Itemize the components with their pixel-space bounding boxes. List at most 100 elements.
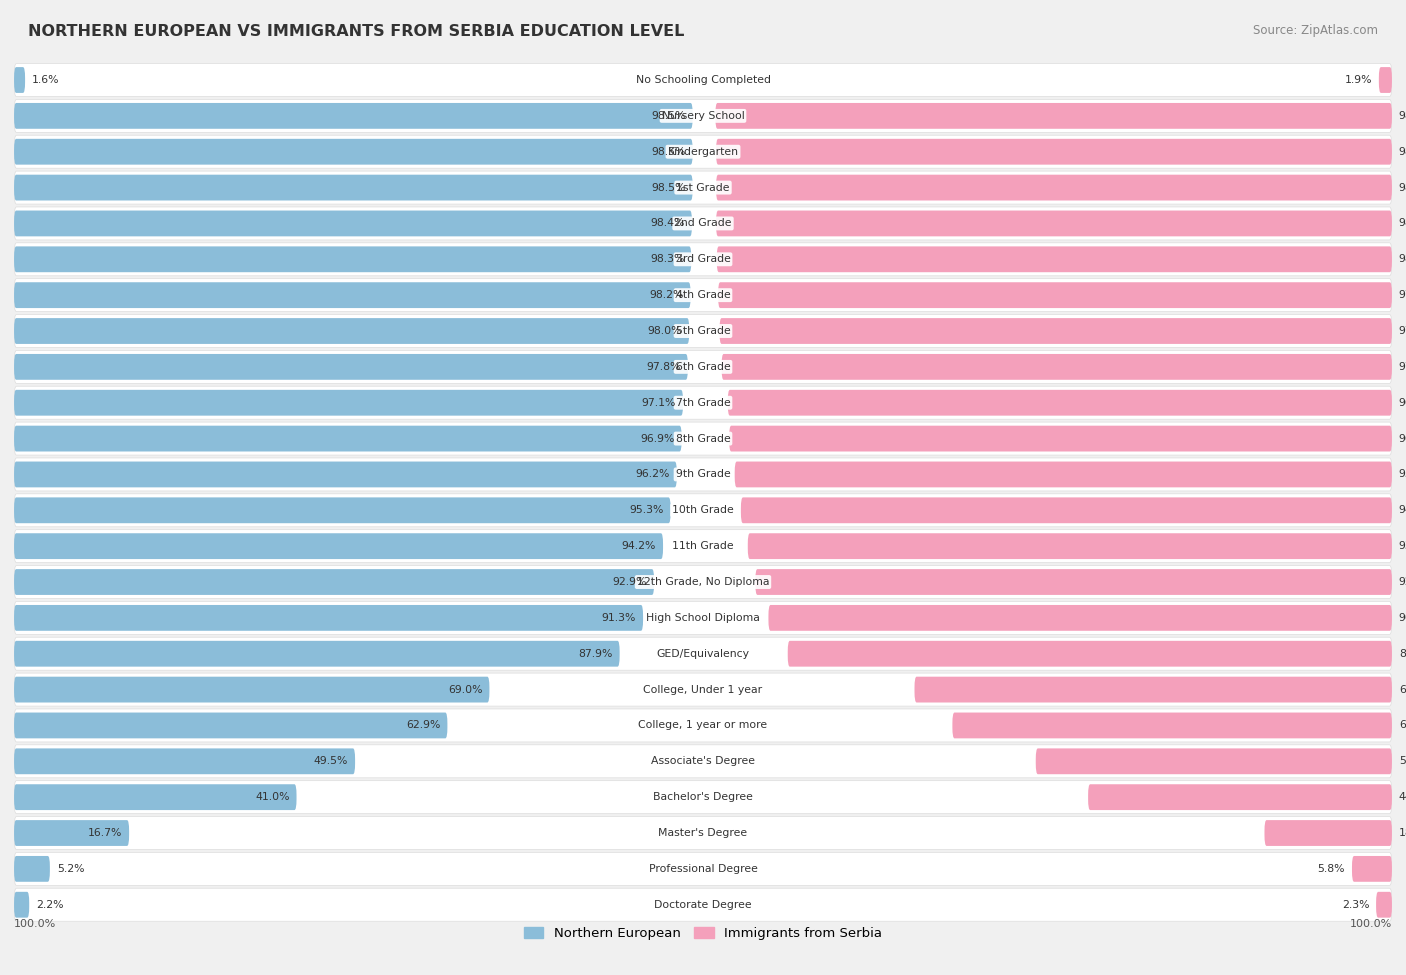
- Text: 96.9%: 96.9%: [640, 434, 675, 444]
- Text: 87.9%: 87.9%: [578, 648, 613, 659]
- Legend: Northern European, Immigrants from Serbia: Northern European, Immigrants from Serbi…: [519, 922, 887, 946]
- Text: Source: ZipAtlas.com: Source: ZipAtlas.com: [1253, 24, 1378, 37]
- FancyBboxPatch shape: [787, 641, 1392, 667]
- Text: 62.9%: 62.9%: [406, 721, 440, 730]
- Text: 92.9%: 92.9%: [613, 577, 647, 587]
- FancyBboxPatch shape: [14, 318, 689, 344]
- Text: 2.2%: 2.2%: [37, 900, 63, 910]
- FancyBboxPatch shape: [14, 99, 1392, 133]
- Text: 98.1%: 98.1%: [1399, 182, 1406, 193]
- FancyBboxPatch shape: [721, 354, 1392, 380]
- FancyBboxPatch shape: [14, 641, 620, 667]
- Text: 1st Grade: 1st Grade: [676, 182, 730, 193]
- Text: 98.0%: 98.0%: [648, 326, 682, 336]
- FancyBboxPatch shape: [1376, 892, 1392, 917]
- FancyBboxPatch shape: [14, 103, 693, 129]
- Text: 49.5%: 49.5%: [314, 757, 349, 766]
- FancyBboxPatch shape: [14, 350, 1392, 383]
- FancyBboxPatch shape: [14, 749, 356, 774]
- FancyBboxPatch shape: [14, 709, 1392, 742]
- Text: 69.3%: 69.3%: [1399, 684, 1406, 694]
- FancyBboxPatch shape: [741, 497, 1392, 524]
- FancyBboxPatch shape: [14, 243, 1392, 276]
- Text: 98.5%: 98.5%: [651, 111, 686, 121]
- FancyBboxPatch shape: [14, 426, 682, 451]
- Text: 97.1%: 97.1%: [641, 398, 676, 408]
- FancyBboxPatch shape: [14, 138, 693, 165]
- Text: 98.2%: 98.2%: [650, 291, 683, 300]
- FancyBboxPatch shape: [14, 63, 1392, 97]
- FancyBboxPatch shape: [14, 529, 1392, 563]
- Text: 97.3%: 97.3%: [1399, 362, 1406, 371]
- Text: 97.8%: 97.8%: [1399, 291, 1406, 300]
- FancyBboxPatch shape: [748, 533, 1392, 559]
- Text: 18.5%: 18.5%: [1399, 828, 1406, 838]
- FancyBboxPatch shape: [952, 713, 1392, 738]
- Text: Bachelor's Degree: Bachelor's Degree: [652, 792, 754, 802]
- FancyBboxPatch shape: [14, 211, 692, 236]
- FancyBboxPatch shape: [14, 282, 690, 308]
- Text: 96.2%: 96.2%: [636, 469, 669, 480]
- Text: 98.5%: 98.5%: [651, 146, 686, 157]
- FancyBboxPatch shape: [755, 569, 1392, 595]
- FancyBboxPatch shape: [14, 497, 671, 524]
- FancyBboxPatch shape: [14, 569, 654, 595]
- Text: Kindergarten: Kindergarten: [668, 146, 738, 157]
- Text: 63.8%: 63.8%: [1399, 721, 1406, 730]
- Text: 69.0%: 69.0%: [449, 684, 482, 694]
- Text: 98.1%: 98.1%: [1399, 218, 1406, 228]
- Text: 3rd Grade: 3rd Grade: [675, 254, 731, 264]
- Text: 97.8%: 97.8%: [647, 362, 681, 371]
- FancyBboxPatch shape: [14, 713, 447, 738]
- FancyBboxPatch shape: [1379, 67, 1392, 93]
- FancyBboxPatch shape: [14, 566, 1392, 599]
- FancyBboxPatch shape: [14, 892, 30, 917]
- Text: Doctorate Degree: Doctorate Degree: [654, 900, 752, 910]
- FancyBboxPatch shape: [14, 390, 683, 415]
- FancyBboxPatch shape: [14, 673, 1392, 706]
- FancyBboxPatch shape: [1036, 749, 1392, 774]
- Text: 8th Grade: 8th Grade: [676, 434, 730, 444]
- FancyBboxPatch shape: [14, 171, 1392, 204]
- Text: Professional Degree: Professional Degree: [648, 864, 758, 874]
- FancyBboxPatch shape: [14, 604, 643, 631]
- FancyBboxPatch shape: [14, 602, 1392, 635]
- Text: GED/Equivalency: GED/Equivalency: [657, 648, 749, 659]
- FancyBboxPatch shape: [728, 390, 1392, 415]
- Text: 100.0%: 100.0%: [1350, 919, 1392, 929]
- FancyBboxPatch shape: [14, 781, 1392, 814]
- Text: 96.2%: 96.2%: [1399, 434, 1406, 444]
- FancyBboxPatch shape: [769, 604, 1392, 631]
- FancyBboxPatch shape: [716, 138, 1392, 165]
- Text: 7th Grade: 7th Grade: [676, 398, 730, 408]
- FancyBboxPatch shape: [14, 207, 1392, 240]
- FancyBboxPatch shape: [720, 318, 1392, 344]
- Text: 94.2%: 94.2%: [621, 541, 657, 551]
- Text: 98.4%: 98.4%: [651, 218, 685, 228]
- FancyBboxPatch shape: [14, 852, 1392, 885]
- Text: 11th Grade: 11th Grade: [672, 541, 734, 551]
- Text: 95.3%: 95.3%: [630, 505, 664, 516]
- Text: 98.2%: 98.2%: [1399, 111, 1406, 121]
- Text: 2nd Grade: 2nd Grade: [675, 218, 731, 228]
- FancyBboxPatch shape: [14, 67, 25, 93]
- Text: 12th Grade, No Diploma: 12th Grade, No Diploma: [637, 577, 769, 587]
- Text: High School Diploma: High School Diploma: [647, 613, 759, 623]
- Text: 87.7%: 87.7%: [1399, 648, 1406, 659]
- FancyBboxPatch shape: [14, 422, 1392, 455]
- FancyBboxPatch shape: [717, 247, 1392, 272]
- Text: Associate's Degree: Associate's Degree: [651, 757, 755, 766]
- Text: 96.4%: 96.4%: [1399, 398, 1406, 408]
- Text: 1.6%: 1.6%: [32, 75, 59, 85]
- FancyBboxPatch shape: [914, 677, 1392, 703]
- FancyBboxPatch shape: [14, 461, 676, 488]
- FancyBboxPatch shape: [14, 247, 692, 272]
- FancyBboxPatch shape: [14, 533, 664, 559]
- Text: 1.9%: 1.9%: [1344, 75, 1372, 85]
- Text: 16.7%: 16.7%: [87, 828, 122, 838]
- FancyBboxPatch shape: [14, 279, 1392, 312]
- FancyBboxPatch shape: [735, 461, 1392, 488]
- Text: 100.0%: 100.0%: [14, 919, 56, 929]
- FancyBboxPatch shape: [14, 820, 129, 846]
- Text: Nursery School: Nursery School: [662, 111, 744, 121]
